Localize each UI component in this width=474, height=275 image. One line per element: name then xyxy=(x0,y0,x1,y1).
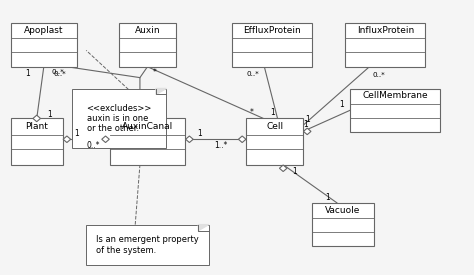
Text: Auxin: Auxin xyxy=(135,26,160,35)
Text: InfluxProtein: InfluxProtein xyxy=(357,26,414,35)
Text: 1: 1 xyxy=(303,120,308,129)
FancyBboxPatch shape xyxy=(246,119,303,165)
Text: 1: 1 xyxy=(47,110,52,119)
FancyBboxPatch shape xyxy=(232,23,312,67)
Text: 1: 1 xyxy=(305,116,310,125)
FancyBboxPatch shape xyxy=(11,119,63,165)
Polygon shape xyxy=(279,165,287,172)
Polygon shape xyxy=(156,89,166,95)
Text: *: * xyxy=(153,68,156,77)
FancyBboxPatch shape xyxy=(119,23,176,67)
Text: 1: 1 xyxy=(325,193,330,202)
Text: Apoplast: Apoplast xyxy=(24,26,64,35)
Polygon shape xyxy=(63,136,71,142)
Text: Vacuole: Vacuole xyxy=(325,206,361,215)
Text: <<excludes>>
auxin is in one
or the other.: <<excludes>> auxin is in one or the othe… xyxy=(87,104,152,133)
Polygon shape xyxy=(186,136,193,142)
FancyBboxPatch shape xyxy=(72,89,166,148)
Text: EffluxProtein: EffluxProtein xyxy=(244,26,301,35)
Text: Cell: Cell xyxy=(266,122,283,131)
Polygon shape xyxy=(303,128,311,135)
Text: 1: 1 xyxy=(25,69,30,78)
Text: 0..*: 0..* xyxy=(54,70,67,76)
Text: 1: 1 xyxy=(292,167,297,176)
Text: 1: 1 xyxy=(339,100,344,109)
Text: Plant: Plant xyxy=(25,122,48,131)
Text: 1: 1 xyxy=(197,129,201,138)
Text: 1: 1 xyxy=(74,129,79,138)
FancyBboxPatch shape xyxy=(346,23,426,67)
FancyBboxPatch shape xyxy=(350,89,439,132)
Text: 1: 1 xyxy=(271,108,275,117)
Text: 1..*: 1..* xyxy=(214,141,227,150)
Text: 0..*: 0..* xyxy=(246,70,259,76)
FancyBboxPatch shape xyxy=(11,23,77,67)
Text: Is an emergent property
of the system.: Is an emergent property of the system. xyxy=(96,235,199,255)
FancyBboxPatch shape xyxy=(86,225,209,265)
Text: 0..*: 0..* xyxy=(373,72,385,78)
Polygon shape xyxy=(33,115,40,122)
Polygon shape xyxy=(102,136,109,142)
Polygon shape xyxy=(238,136,246,142)
Text: AuxinCanal: AuxinCanal xyxy=(122,122,173,131)
Polygon shape xyxy=(198,225,209,231)
Text: 0..*: 0..* xyxy=(51,69,64,75)
FancyBboxPatch shape xyxy=(110,119,185,165)
Text: 0..*: 0..* xyxy=(87,141,100,150)
Text: CellMembrane: CellMembrane xyxy=(362,91,428,100)
Text: *: * xyxy=(250,109,254,117)
FancyBboxPatch shape xyxy=(312,203,374,246)
